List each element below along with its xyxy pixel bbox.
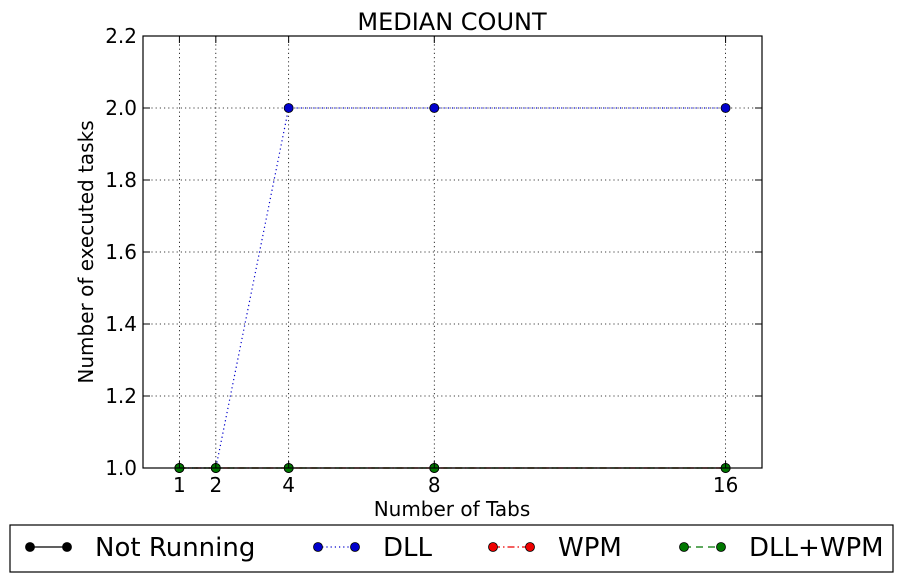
legend-marker: [679, 542, 689, 552]
legend-marker: [716, 542, 726, 552]
x-axis-label: Number of Tabs: [374, 497, 531, 521]
x-tick-label: 16: [713, 473, 738, 497]
legend-item: WPM: [488, 533, 622, 563]
x-tick-label: 1: [173, 473, 186, 497]
legend-item: Not Running: [25, 533, 255, 563]
legend-label: Not Running: [95, 533, 255, 563]
x-axis-ticks: 1 2 4 8 16: [173, 36, 738, 497]
legend-marker: [25, 542, 35, 552]
y-tick-label: 1.4: [105, 312, 137, 336]
y-tick-label: 2.0: [105, 96, 137, 120]
legend-item: DLL: [313, 533, 433, 563]
legend-frame: [9, 524, 894, 573]
series-dll: [174, 103, 731, 473]
data-point: [720, 103, 731, 113]
x-tick-label: 2: [209, 473, 222, 497]
legend-marker: [350, 542, 360, 552]
legend-marker: [488, 542, 498, 552]
y-tick-label: 1.6: [105, 240, 137, 264]
chart-title: MEDIAN COUNT: [357, 8, 547, 36]
grid-lines: [143, 35, 762, 469]
y-tick-label: 2.2: [105, 24, 137, 48]
legend-marker: [313, 542, 323, 552]
legend-item: DLL+WPM: [679, 533, 884, 563]
series-layer: [174, 103, 731, 473]
legend-marker: [62, 542, 72, 552]
x-tick-label: 8: [428, 473, 441, 497]
legend: Not Running DLL WPM DLL+WPM: [9, 524, 894, 573]
y-tick-label: 1.2: [105, 384, 137, 408]
y-tick-label: 1.8: [105, 168, 137, 192]
series-line: [179, 107, 726, 469]
y-axis-label: Number of executed tasks: [74, 120, 98, 383]
legend-label: WPM: [558, 533, 622, 563]
legend-label: DLL: [383, 533, 433, 563]
legend-label: DLL+WPM: [749, 533, 884, 563]
data-point: [283, 103, 294, 113]
data-point: [429, 103, 440, 113]
legend-marker: [525, 542, 535, 552]
y-tick-label: 1.0: [105, 456, 137, 480]
x-tick-label: 4: [282, 473, 295, 497]
y-axis-ticks: 1.0 1.2 1.4 1.6 1.8 2.0 2.2: [105, 24, 762, 480]
